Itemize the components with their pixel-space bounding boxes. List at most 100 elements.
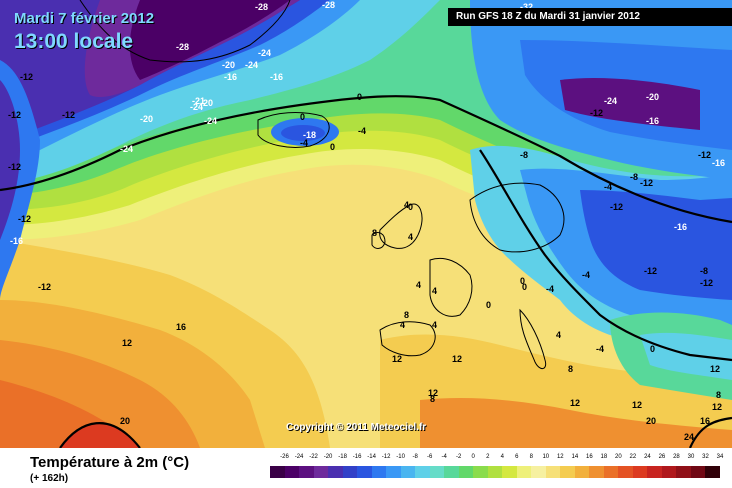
isotherm-label: 0	[408, 202, 413, 212]
color-scale-cell	[487, 466, 503, 478]
legend-tick: 26	[658, 454, 666, 460]
ne-cold-core	[560, 78, 700, 130]
isotherm-label: 0	[357, 92, 362, 102]
color-scale-cell	[284, 466, 300, 478]
legend-tick: -2	[456, 454, 462, 460]
isotherm-label: -8	[520, 150, 528, 160]
legend-subtitle: (+ 162h)	[30, 473, 69, 484]
isotherm-zero	[0, 95, 732, 224]
legend-ticks: -26 -24 -22 -20 -18 -16 -14 -12 -10 -8 -6 -4 -2 0 2 4 6 8…	[270, 454, 723, 464]
legend-tick: -16	[352, 454, 362, 460]
isotherm-label: -24	[204, 116, 217, 126]
color-scale-cell	[386, 466, 401, 478]
isotherm-label: 12	[392, 354, 402, 364]
forecast-date: Mardi 7 février 2012	[14, 10, 155, 27]
isotherm-label: 4	[408, 232, 413, 242]
color-scale-cell	[690, 466, 706, 478]
legend-tick: 20	[615, 454, 622, 460]
color-scale-cell	[603, 466, 619, 478]
color-scale-cell	[342, 466, 358, 478]
color-scale-cell	[400, 466, 416, 478]
legend-tick: 4	[500, 454, 504, 460]
color-scale-cell	[458, 466, 474, 478]
coast-greenland	[79, 0, 291, 63]
color-scale-cell	[618, 466, 633, 478]
isotherm-label: 12	[122, 338, 132, 348]
legend-tick: -26	[280, 454, 289, 460]
isotherm-label: 12	[452, 354, 462, 364]
color-scale-cell	[270, 466, 285, 478]
isotherm-label: 0	[300, 112, 305, 122]
isotherm-label: -28	[176, 42, 189, 52]
isotherm-label: -18	[303, 130, 316, 140]
color-scale-cell	[473, 466, 488, 478]
legend-tick: -12	[381, 454, 391, 460]
legend-title: Température à 2m (°C)	[30, 454, 190, 471]
isotherm-label: -4	[358, 126, 366, 136]
isotherm-label: -12	[700, 278, 713, 288]
isotherm-label: -28	[255, 2, 268, 12]
coast-britain	[379, 203, 423, 249]
isotherm-label: -12	[62, 110, 75, 120]
coast-italy	[519, 308, 547, 369]
isotherm-label: 8	[568, 364, 573, 374]
isotherm-label: -20	[646, 92, 659, 102]
isotherm-label: -12	[20, 72, 33, 82]
isotherm-label: -12	[18, 214, 31, 224]
isotherm-label: 24	[684, 432, 694, 442]
isotherm-label: 4	[400, 320, 405, 330]
isotherm-label: 16	[700, 416, 710, 426]
europe-cold-c	[580, 190, 732, 300]
isotherm-labels: -28 -28-28-32-24-24-20-16-12-12 -20-24-12-…	[8, 0, 725, 442]
color-scale-cell	[676, 466, 691, 478]
isotherm-20	[59, 422, 141, 448]
coast-iceland	[257, 112, 330, 148]
isotherm-label: 12	[710, 364, 720, 374]
isotherm-label: -12	[38, 282, 51, 292]
isotherm-label: -12	[640, 178, 653, 188]
nw-cold-core	[129, 0, 290, 80]
legend-tick: -6	[427, 454, 433, 460]
isotherm-label: -16	[674, 222, 687, 232]
isotherm-label: 0	[650, 344, 655, 354]
legend-tick: -18	[338, 454, 347, 460]
isotherm-label: 4	[432, 286, 437, 296]
isotherm-label: 12	[428, 388, 438, 398]
color-scale-cell	[371, 466, 387, 478]
isotherm-label: -24	[258, 48, 271, 58]
isotherm-label: -20	[200, 98, 213, 108]
isotherm-label: -20	[140, 114, 153, 124]
color-scale-cell	[589, 466, 604, 478]
forecast-hour: 13:00 locale	[14, 30, 134, 53]
isotherm-label: -8	[630, 172, 638, 182]
legend-tick: 12	[556, 454, 564, 460]
isotherm-zero-east	[479, 149, 732, 362]
isotherm-label: -4	[300, 138, 308, 148]
isotherm-label: -8	[700, 266, 708, 276]
isotherm-label: -12	[698, 150, 711, 160]
isotherm-label: 12	[570, 398, 580, 408]
legend-tick: -20	[323, 454, 333, 460]
isotherm-label: 0	[486, 300, 491, 310]
canada-core	[0, 80, 20, 240]
isotherm-label: 0	[330, 142, 335, 152]
legend-tick: 30	[687, 454, 695, 460]
isotherm-label: 12	[712, 402, 722, 412]
legend-footer: Température à 2m (°C) (+ 162h) -26 -24 -22…	[0, 448, 732, 488]
legend-tick: -4	[441, 454, 447, 460]
isotherm-label: -21	[192, 96, 205, 106]
coastlines	[79, 0, 565, 369]
color-scale-cell	[531, 466, 546, 478]
turkey-cold	[640, 332, 732, 380]
color-scale-cell	[299, 466, 314, 478]
temperature-map: -28 -28 -28 -32 -24 -24 -20 -16 -12 -12 -20 -24 -12-…	[0, 0, 732, 448]
color-scale-cell	[328, 466, 343, 478]
isotherm-20-east	[688, 416, 732, 448]
color-scale-cell	[647, 466, 662, 478]
isotherm-label: -12	[8, 110, 21, 120]
isotherm-label: -16	[646, 116, 659, 126]
legend-tick: -14	[367, 454, 376, 460]
color-scale-cell	[444, 466, 459, 478]
color-scale-cell	[632, 466, 648, 478]
coast-scandinavia	[469, 182, 565, 253]
